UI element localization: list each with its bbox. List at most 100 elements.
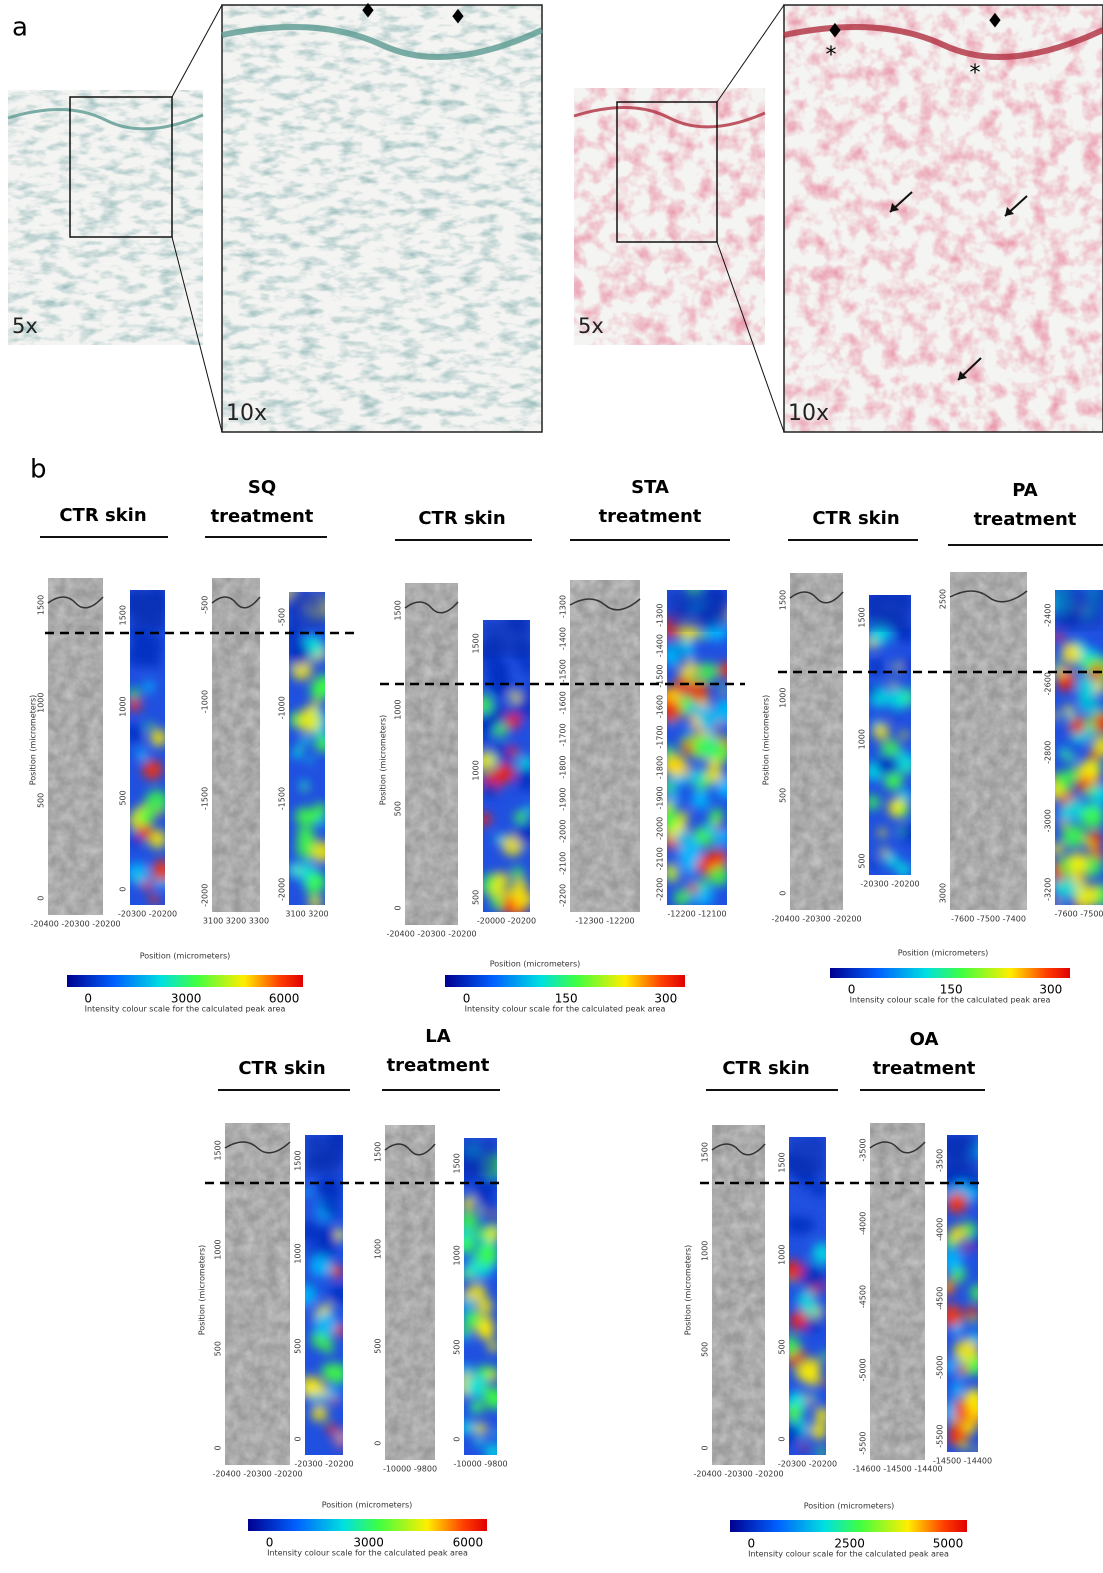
heatmap-blob xyxy=(511,685,519,693)
heatmap-blob xyxy=(866,795,880,809)
heatmap xyxy=(777,1137,834,1457)
y-tick-label: 1500 xyxy=(294,1150,303,1170)
y-tick-label: 1500 xyxy=(701,1142,710,1162)
heatmap-blob xyxy=(314,1312,338,1336)
y-tick-label: -1300 xyxy=(559,595,568,618)
heatmap-blob xyxy=(674,777,684,787)
heatmap-blob xyxy=(870,860,879,869)
colorbar-caption: Intensity colour scale for the calculate… xyxy=(267,1549,468,1558)
annotation-symbol: * xyxy=(826,43,837,68)
heatmap-blob xyxy=(944,1283,950,1289)
heatmap-blob xyxy=(947,1192,968,1213)
heatmap-blob xyxy=(316,1230,337,1251)
heatmap-blob xyxy=(895,628,905,638)
y-tick-label: 1000 xyxy=(119,696,128,716)
y-tick-label: 500 xyxy=(701,1342,710,1357)
heatmap-blob xyxy=(720,685,727,692)
heatmap-blob xyxy=(485,1443,503,1461)
y-tick-label: -1700 xyxy=(656,725,665,748)
y-tick-label: -4000 xyxy=(936,1218,945,1241)
y-tick-label: 0 xyxy=(214,1445,223,1450)
colorbar-tick-label: 300 xyxy=(654,992,677,1006)
y-tick-label: 500 xyxy=(453,1340,462,1355)
heatmap-blob xyxy=(801,1444,808,1451)
heatmap-blob xyxy=(327,1363,348,1384)
heatmap-blob xyxy=(300,780,307,787)
heatmap-blob xyxy=(706,766,723,783)
heatmap-blob xyxy=(127,862,149,884)
y-tick-label: -1500 xyxy=(201,787,210,810)
zoom-line xyxy=(717,5,784,102)
heatmap-blob xyxy=(1078,685,1097,704)
tissue-texture xyxy=(870,1123,925,1460)
heatmap-top xyxy=(789,1137,826,1175)
heatmap-blob xyxy=(508,746,518,756)
magnification-label: 10x xyxy=(226,401,267,426)
heatmap-blob xyxy=(970,1285,986,1301)
x-tick-labels: 3100 3200 xyxy=(285,910,328,919)
colorbar-tick-label: 6000 xyxy=(269,992,300,1006)
tissue-texture xyxy=(212,578,260,912)
heatmap-blob xyxy=(697,729,704,736)
heatmap-blob xyxy=(314,674,335,695)
x-tick-labels: -10000 -9800 xyxy=(453,1460,507,1469)
treatment-title: treatment xyxy=(211,506,314,527)
heatmap-blob xyxy=(123,724,142,743)
treatment-title: treatment xyxy=(387,1055,490,1076)
y-tick-label: -5500 xyxy=(936,1425,945,1448)
x-tick-labels: -14600 -14500 -14400 xyxy=(852,1465,942,1474)
heatmap-blob xyxy=(785,1404,803,1422)
treatment-title: treatment xyxy=(974,509,1077,530)
x-tick-labels: -7600 -7500 -7400 xyxy=(951,915,1026,924)
y-tick-label: 500 xyxy=(394,801,403,816)
y-tick-label: -1600 xyxy=(656,695,665,718)
y-tick-label: 0 xyxy=(374,1441,383,1446)
heatmap-blob xyxy=(820,1380,827,1387)
heatmap-blob xyxy=(311,841,333,863)
y-tick-label: 1000 xyxy=(453,1245,462,1265)
y-tick-label: -5000 xyxy=(859,1358,868,1381)
colorbar xyxy=(248,1519,487,1531)
heatmap-blob xyxy=(817,1448,826,1457)
heatmap-blob xyxy=(966,1399,986,1419)
heatmap-blob xyxy=(685,725,692,732)
colorbar-tick-label: 0 xyxy=(848,983,856,997)
y-tick-label: -1500 xyxy=(278,787,287,810)
y-tick-label: -500 xyxy=(278,608,287,626)
y-tick-label: 1000 xyxy=(779,688,788,708)
heatmap-blob xyxy=(1083,658,1096,671)
heatmap-blob xyxy=(476,1243,499,1266)
y-tick-label: 1500 xyxy=(453,1153,462,1173)
colorbar-tick-label: 2500 xyxy=(834,1537,865,1551)
heatmap-blob xyxy=(514,822,537,845)
heatmap-blob xyxy=(900,731,908,739)
y-tick-label: -1300 xyxy=(656,604,665,627)
heatmap-blob xyxy=(896,862,911,877)
heatmap-top xyxy=(289,592,325,630)
heatmap-blob xyxy=(157,811,163,817)
colorbar xyxy=(445,975,685,987)
tissue-texture xyxy=(385,1125,435,1460)
heatmap-blob xyxy=(136,749,147,760)
heatmap-blob xyxy=(311,1393,322,1404)
heatmap-blob xyxy=(699,631,708,640)
heatmap-blob xyxy=(694,832,703,841)
x-axis-label: Position (micrometers) xyxy=(322,1501,413,1510)
heatmap-blob xyxy=(311,1405,327,1421)
heatmap-blob xyxy=(457,1211,478,1232)
colorbar-caption: Intensity colour scale for the calculate… xyxy=(850,996,1051,1005)
heatmap-blob xyxy=(1062,644,1081,663)
y-tick-label: -1800 xyxy=(656,756,665,779)
x-tick-labels: -20400 -20300 -20200 xyxy=(693,1470,783,1479)
heatmap-blob xyxy=(878,828,887,837)
heatmap-blob xyxy=(1063,705,1073,715)
heatmap-blob xyxy=(687,768,703,784)
heatmap-blob xyxy=(814,1407,830,1423)
heatmap-blob xyxy=(486,1228,499,1241)
heatmap-blob xyxy=(330,1283,351,1304)
heatmap-blob xyxy=(963,1171,979,1187)
heatmap-blob xyxy=(954,1339,978,1363)
x-tick-labels: -20400 -20300 -20200 xyxy=(30,920,120,929)
heatmap-blob xyxy=(705,824,716,835)
treatment-title: treatment xyxy=(599,506,702,527)
